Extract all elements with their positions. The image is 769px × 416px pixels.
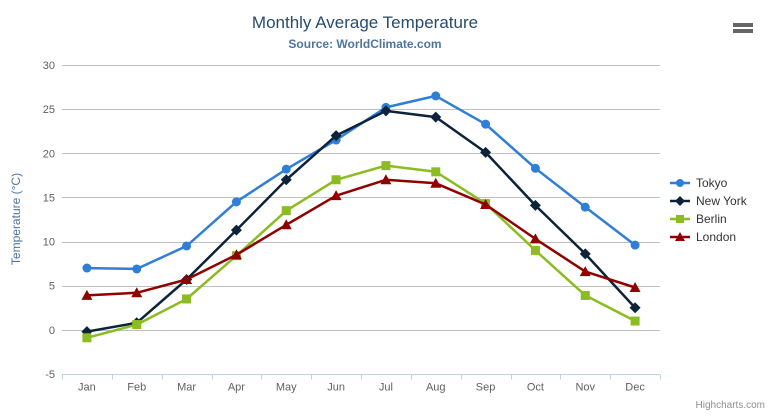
x-tick-label: Feb — [127, 382, 146, 394]
x-tick-label: Jun — [327, 382, 345, 394]
legend-label: Tokyo — [696, 176, 728, 190]
series-london — [81, 174, 641, 300]
x-tick-label: Dec — [625, 382, 645, 394]
data-point-marker[interactable] — [231, 197, 241, 207]
data-point-marker[interactable] — [529, 233, 541, 244]
data-point-marker[interactable] — [331, 175, 341, 185]
y-tick-label: 0 — [49, 325, 55, 337]
y-tick-label: 10 — [43, 237, 55, 249]
data-point-marker[interactable] — [630, 316, 640, 326]
x-axis-labels: Jan Feb Mar Apr May Jun Jul Aug Sep Oct Nov Dec — [78, 382, 645, 394]
highcharts-credit[interactable]: Highcharts.com — [695, 400, 765, 411]
legend-item-london[interactable]: London — [669, 230, 747, 244]
data-point-marker[interactable] — [431, 91, 441, 101]
data-point-marker[interactable] — [181, 274, 193, 285]
y-gridlines — [62, 65, 660, 331]
x-tick-label: Oct — [527, 382, 544, 394]
data-point-marker[interactable] — [182, 241, 192, 251]
triangle-marker-icon — [675, 232, 685, 241]
data-point-marker[interactable] — [629, 281, 641, 292]
circle-marker-icon — [676, 179, 684, 187]
legend: Tokyo New York Berlin London — [669, 176, 747, 248]
legend-label: London — [696, 230, 737, 244]
data-point-marker[interactable] — [579, 248, 591, 260]
x-tick-label: Aug — [426, 382, 446, 394]
square-marker-icon — [676, 215, 684, 223]
data-point-marker[interactable] — [480, 146, 492, 158]
y-tick-label: 5 — [49, 281, 55, 293]
y-tick-label: 15 — [43, 192, 55, 204]
circle-legend-symbol-icon — [670, 179, 690, 187]
chart-subtitle: Source: WorldClimate.com — [288, 37, 442, 51]
x-axis — [62, 374, 661, 380]
data-point-marker[interactable] — [529, 199, 541, 211]
data-point-marker[interactable] — [82, 333, 92, 343]
y-axis-labels: -5 0 5 10 15 20 25 30 — [43, 60, 55, 381]
x-tick-label: Sep — [476, 382, 496, 394]
data-point-marker[interactable] — [430, 177, 442, 188]
data-point-marker[interactable] — [381, 161, 391, 171]
data-point-marker[interactable] — [480, 198, 492, 209]
y-tick-label: 20 — [43, 148, 55, 160]
chart-title: Monthly Average Temperature — [251, 13, 479, 32]
y-tick-label: -5 — [45, 369, 55, 381]
data-point-marker[interactable] — [530, 163, 540, 173]
square-legend-symbol-icon — [670, 215, 690, 223]
series-new-york — [81, 105, 641, 338]
x-tick-label: Nov — [575, 382, 595, 394]
data-point-marker[interactable] — [280, 219, 292, 230]
data-point-marker[interactable] — [431, 167, 441, 177]
series-line — [85, 164, 637, 340]
data-point-marker[interactable] — [132, 264, 142, 274]
triangle-legend-symbol-icon — [670, 232, 690, 241]
legend-label: New York — [696, 194, 747, 208]
data-point-marker[interactable] — [132, 320, 142, 330]
data-point-marker[interactable] — [430, 111, 442, 123]
data-point-marker[interactable] — [330, 190, 342, 201]
diamond-marker-icon — [675, 196, 685, 206]
data-point-marker[interactable] — [380, 174, 392, 185]
data-point-marker[interactable] — [81, 289, 93, 300]
hamburger-menu-icon — [733, 23, 753, 33]
data-point-marker[interactable] — [380, 105, 392, 117]
y-tick-label: 25 — [43, 104, 55, 116]
data-point-marker[interactable] — [230, 224, 242, 236]
data-point-marker[interactable] — [280, 174, 292, 186]
legend-item-new-york[interactable]: New York — [669, 194, 747, 208]
data-point-marker[interactable] — [630, 240, 640, 250]
data-point-marker[interactable] — [530, 245, 540, 255]
context-menu-button[interactable] — [731, 20, 755, 38]
series-line — [85, 178, 637, 297]
legend-label: Berlin — [696, 212, 727, 226]
diamond-legend-symbol-icon — [670, 196, 690, 206]
x-tick-label: Apr — [228, 382, 245, 394]
data-point-marker[interactable] — [82, 263, 92, 273]
data-point-marker[interactable] — [330, 130, 342, 142]
series-tokyo — [82, 91, 640, 274]
data-point-marker[interactable] — [481, 119, 491, 129]
data-point-marker[interactable] — [579, 266, 591, 277]
x-tick-label: Jan — [78, 382, 96, 394]
legend-item-berlin[interactable]: Berlin — [669, 212, 747, 226]
data-point-marker[interactable] — [281, 206, 291, 216]
data-point-marker[interactable] — [580, 290, 590, 300]
series-line — [85, 109, 637, 333]
x-tick-label: May — [276, 382, 297, 394]
y-tick-label: 30 — [43, 60, 55, 72]
legend-item-tokyo[interactable]: Tokyo — [669, 176, 747, 190]
data-point-marker[interactable] — [580, 202, 590, 212]
x-tick-label: Mar — [177, 382, 196, 394]
data-point-marker[interactable] — [182, 294, 192, 304]
data-point-marker[interactable] — [281, 164, 291, 174]
data-point-marker[interactable] — [131, 287, 143, 298]
x-tick-label: Jul — [379, 382, 393, 394]
series-berlin — [82, 161, 640, 343]
data-point-marker[interactable] — [230, 249, 242, 260]
data-point-marker[interactable] — [629, 302, 641, 314]
